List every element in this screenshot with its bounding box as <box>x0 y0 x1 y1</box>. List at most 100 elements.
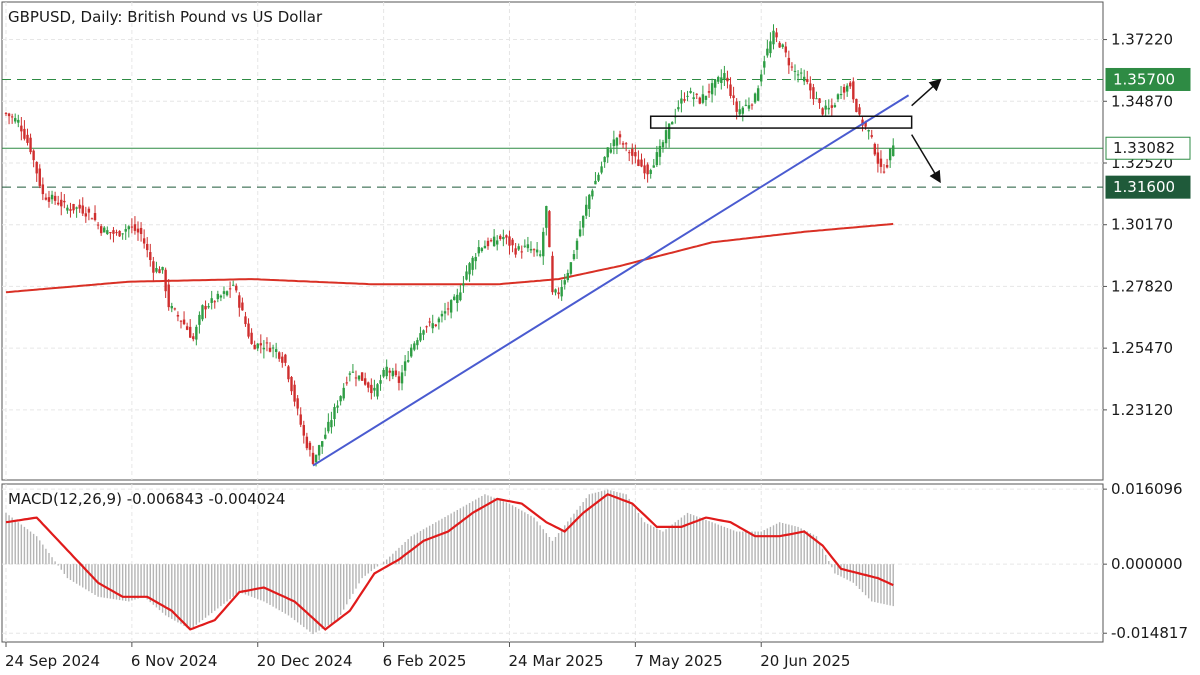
candle-body <box>858 107 861 115</box>
candle-body <box>775 32 778 38</box>
candle <box>428 317 431 327</box>
candle <box>112 227 115 243</box>
candle <box>707 83 711 98</box>
candle <box>419 326 422 343</box>
candles-layer <box>4 24 895 467</box>
candle-body <box>419 333 422 341</box>
candle <box>750 103 754 110</box>
candle <box>293 380 296 407</box>
candle-body <box>664 130 668 144</box>
trendline-layer[interactable] <box>312 78 942 467</box>
candle-body <box>766 48 769 56</box>
candle-body <box>612 139 616 147</box>
candle <box>185 322 189 331</box>
candle-body <box>231 284 235 286</box>
candle-body <box>861 119 864 126</box>
candle-body <box>437 318 441 323</box>
candle <box>658 139 662 166</box>
candle-body <box>146 243 149 251</box>
candle <box>849 80 852 89</box>
candle-body <box>465 271 468 280</box>
candle <box>502 229 505 247</box>
candle-body <box>284 354 287 363</box>
candle-body <box>594 180 597 185</box>
candle <box>354 370 358 387</box>
resistance-box[interactable] <box>649 115 913 129</box>
candle <box>766 39 769 58</box>
candle <box>66 204 69 214</box>
candle-body <box>259 343 263 346</box>
candle <box>892 138 895 157</box>
candle-body <box>397 376 401 383</box>
candle-body <box>744 104 748 106</box>
candle-body <box>597 174 600 181</box>
candle-body <box>127 226 130 230</box>
candle <box>268 342 272 353</box>
candle <box>680 90 683 113</box>
candle <box>545 205 548 236</box>
candle <box>677 100 680 112</box>
candle <box>397 371 401 391</box>
candle-body <box>778 42 781 48</box>
candle-body <box>376 384 379 397</box>
candle <box>486 237 490 250</box>
candle <box>879 150 883 174</box>
candle <box>406 350 410 363</box>
candle <box>799 68 803 80</box>
candle-body <box>431 323 434 329</box>
candle <box>698 96 702 105</box>
candle <box>373 379 376 397</box>
candle <box>499 234 502 241</box>
candle-body <box>459 292 462 301</box>
candle <box>158 266 161 274</box>
candle <box>640 153 643 168</box>
candle <box>176 311 180 322</box>
candle-body <box>317 445 321 456</box>
candle <box>63 194 66 209</box>
candle <box>686 90 689 102</box>
candle-body <box>72 203 75 211</box>
candle <box>44 193 48 201</box>
candle-body <box>892 145 895 157</box>
candle-body <box>502 236 505 240</box>
candle <box>38 164 41 189</box>
candle-body <box>468 263 471 275</box>
candle-body <box>873 143 877 155</box>
candle <box>809 76 812 99</box>
candle-body <box>456 294 459 303</box>
projection-arrow[interactable] <box>911 134 941 184</box>
candle <box>643 158 646 180</box>
candle-body <box>238 295 241 308</box>
candle-body <box>7 113 11 117</box>
candle <box>508 230 511 255</box>
candle-body <box>26 134 29 143</box>
candle <box>753 92 757 104</box>
candle <box>456 288 459 312</box>
candle <box>793 64 797 81</box>
candle <box>136 221 140 241</box>
date-tick-label: 20 Jun 2025 <box>760 652 850 670</box>
candle <box>164 267 167 298</box>
candle-body <box>806 79 809 82</box>
trendline[interactable] <box>312 94 910 467</box>
candle-body <box>41 184 45 195</box>
candle <box>483 240 487 249</box>
candle-body <box>726 77 729 82</box>
candle <box>345 376 348 386</box>
candle <box>265 337 269 352</box>
projection-arrow[interactable] <box>911 78 942 107</box>
candle <box>219 294 223 302</box>
candle-body <box>345 382 348 384</box>
candle <box>692 91 695 107</box>
price-tag-label: 1.33082 <box>1113 139 1175 157</box>
candle <box>413 341 416 352</box>
price-tick-label: 1.23120 <box>1111 401 1173 419</box>
candle-body <box>462 283 465 286</box>
candle-body <box>69 209 72 211</box>
candle-body <box>4 113 8 115</box>
candle <box>873 142 877 157</box>
candle <box>26 128 29 146</box>
candle <box>741 106 744 122</box>
candle-body <box>781 44 784 47</box>
candle <box>75 206 78 218</box>
